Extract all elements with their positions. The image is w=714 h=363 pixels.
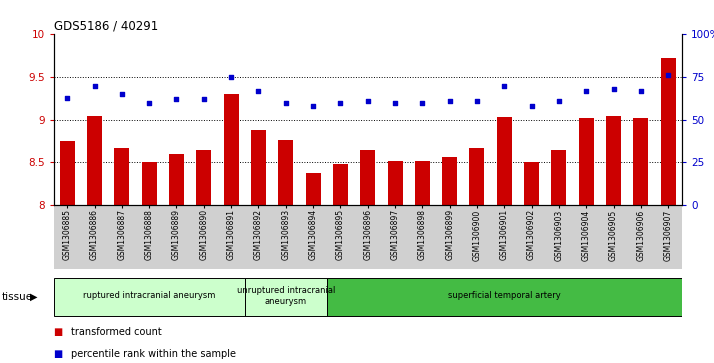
Bar (306, 173, 321, 205)
Bar (551, 150, 566, 205)
Text: percentile rank within the sample: percentile rank within the sample (71, 349, 236, 359)
Point (635, 88, 647, 94)
Point (335, 100, 346, 106)
Point (89, 83, 100, 89)
Point (580, 88, 592, 94)
Text: ruptured intracranial aneurysm: ruptured intracranial aneurysm (83, 291, 216, 301)
Bar (633, 118, 648, 205)
Point (608, 86, 619, 92)
Point (444, 98, 456, 104)
FancyBboxPatch shape (245, 278, 327, 315)
Point (389, 100, 401, 106)
Bar (415, 161, 430, 205)
Text: ■: ■ (54, 327, 63, 337)
Bar (606, 115, 621, 205)
Bar (141, 163, 156, 205)
Bar (333, 164, 348, 205)
Point (498, 83, 510, 89)
Point (307, 103, 318, 109)
Bar (87, 115, 102, 205)
Bar (114, 148, 129, 205)
Bar (442, 157, 457, 205)
Bar (169, 154, 184, 205)
Point (553, 98, 565, 104)
Point (663, 73, 674, 78)
Point (362, 98, 373, 104)
Text: tissue: tissue (1, 292, 33, 302)
Point (471, 98, 483, 104)
FancyBboxPatch shape (327, 278, 682, 315)
Point (253, 88, 264, 94)
Bar (278, 140, 293, 205)
Point (226, 74, 237, 80)
Text: GDS5186 / 40291: GDS5186 / 40291 (54, 20, 158, 33)
Bar (388, 161, 403, 205)
Bar (660, 57, 675, 205)
Bar (497, 117, 512, 205)
FancyBboxPatch shape (54, 278, 245, 315)
Text: ▶: ▶ (30, 292, 38, 302)
Point (61, 95, 73, 101)
Bar (524, 163, 539, 205)
Bar (196, 150, 211, 205)
Bar (470, 148, 485, 205)
Text: transformed count: transformed count (71, 327, 162, 337)
Bar (579, 118, 594, 205)
Point (171, 97, 182, 102)
Text: ■: ■ (54, 349, 63, 359)
Point (198, 97, 209, 102)
Point (417, 100, 428, 106)
Bar (60, 141, 75, 205)
Text: superficial temporal artery: superficial temporal artery (448, 291, 560, 301)
Bar (223, 94, 238, 205)
Point (116, 91, 128, 97)
Bar (360, 151, 376, 205)
Point (144, 100, 155, 106)
Bar (251, 130, 266, 205)
Point (280, 100, 291, 106)
Point (526, 103, 538, 109)
Text: unruptured intracranial
aneurysm: unruptured intracranial aneurysm (236, 286, 335, 306)
